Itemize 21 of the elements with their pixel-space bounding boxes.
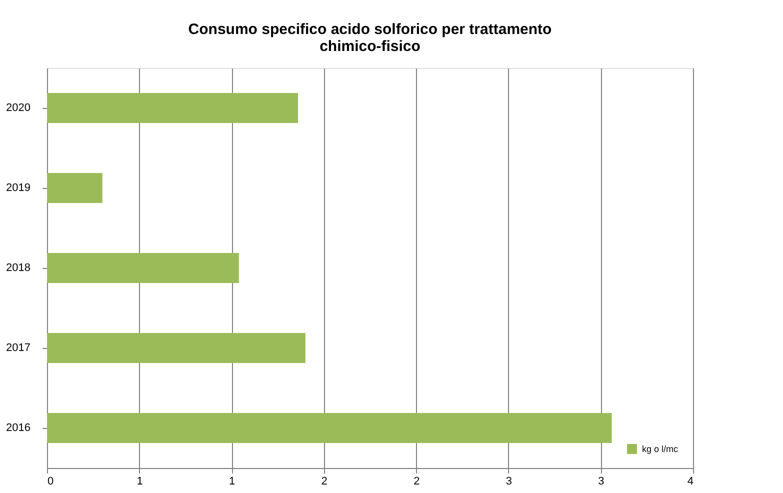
y-tick-label: 2018: [6, 262, 30, 274]
legend-label: kg o l/mc: [642, 444, 679, 454]
x-tick-label: 2: [321, 476, 328, 488]
bar: [47, 333, 306, 363]
y-tick-label: 2017: [6, 342, 30, 354]
text: chimico-fisico: [320, 38, 420, 55]
bar: [47, 253, 239, 283]
x-tick-label: 0: [48, 476, 54, 488]
y-tick-label: 2020: [6, 102, 30, 114]
text: Consumo specifico acido solforico per trattamento: [188, 21, 552, 38]
y-tick-label: 2016: [6, 422, 30, 434]
x-tick-label: 3: [506, 476, 512, 488]
bar: [47, 173, 102, 203]
x-tick-label: 3: [598, 476, 604, 488]
x-tick-label: 1: [229, 476, 236, 488]
x-tick-label: 1: [136, 476, 143, 488]
y-tick-label: 2019: [6, 182, 30, 194]
x-tick-label: 2: [414, 476, 420, 488]
x-tick-label: 4: [687, 476, 694, 488]
bar: [47, 93, 298, 123]
bar: [47, 413, 612, 443]
